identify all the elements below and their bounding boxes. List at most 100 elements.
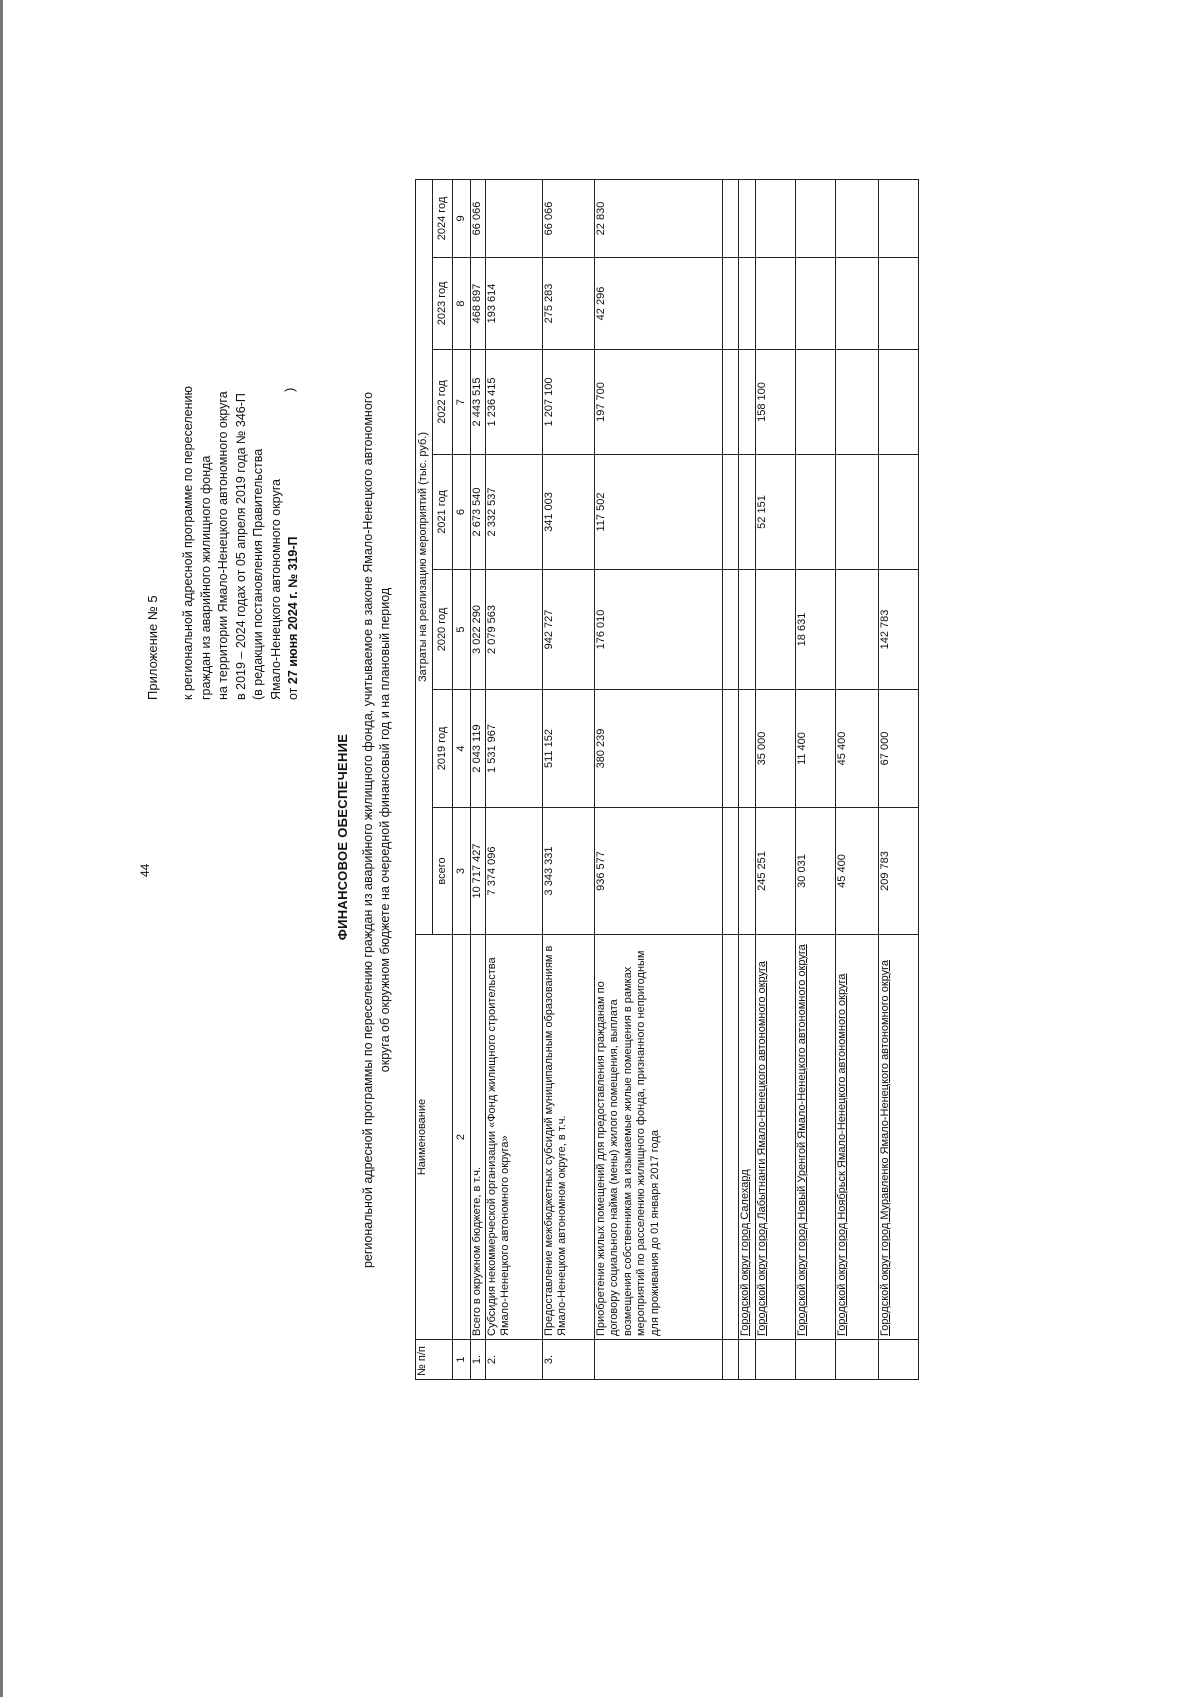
row-name: Городской округ город Муравленко Ямало-Н… [878, 934, 918, 1340]
column-number: 7 [452, 349, 471, 455]
appendix-line: на территории Ямало-Ненецкого автономног… [216, 391, 230, 700]
financing-table: № п/п Наименование Затраты на реализацию… [415, 179, 919, 1380]
row-value [722, 257, 738, 350]
row-value: 22 830 [594, 179, 722, 258]
row-value: 10 717 427 [470, 807, 485, 935]
table-row: Городской округ город Ноябрьск Ямало-Нен… [835, 179, 878, 1380]
page-number: 44 [138, 863, 152, 877]
table-row [722, 179, 738, 1380]
row-value: 117 502 [594, 454, 722, 570]
appendix-line: Ямало-Ненецкого автономного округа [268, 479, 283, 700]
row-value [722, 569, 738, 690]
appendix-date: 27 июня 2024 г. № 319-П [286, 536, 300, 685]
row-value [835, 454, 878, 570]
row-value [738, 807, 755, 935]
column-number: 8 [452, 257, 471, 350]
header-num: № п/п [415, 1339, 453, 1380]
row-value: 511 152 [542, 689, 594, 808]
row-value [738, 349, 755, 455]
row-value [755, 179, 795, 258]
table-row: 1. Всего в окружном бюджете, в т.ч. 10 717… [470, 179, 485, 1380]
row-name: Всего в окружном бюджете, в т.ч. [470, 934, 485, 1340]
row-value: 1 207 100 [542, 349, 594, 455]
row-value: 2 443 515 [470, 349, 485, 455]
row-value [722, 689, 738, 808]
row-value: 45 400 [835, 689, 878, 808]
header-costs: Затраты на реализацию мероприятий (тыс. … [415, 179, 433, 935]
row-number [835, 1339, 878, 1380]
row-value: 52 151 [755, 454, 795, 570]
row-number: 1. [470, 1339, 485, 1380]
row-value [835, 257, 878, 350]
row-value: 942 727 [542, 569, 594, 690]
subtitle-line: региональной адресной программы по перес… [361, 391, 375, 1269]
row-name: Приобретение жилых помещений для предост… [594, 934, 722, 1340]
table-row: Городской округ город Лабытнанги Ямало-Н… [755, 179, 795, 1380]
row-value [795, 257, 835, 350]
row-value: 18 631 [795, 569, 835, 690]
row-number [755, 1339, 795, 1380]
row-value: 275 283 [542, 257, 594, 350]
row-value: 35 000 [755, 689, 795, 808]
header-year: 2023 год [432, 257, 453, 350]
row-value: 2 673 540 [470, 454, 485, 570]
row-number [795, 1339, 835, 1380]
row-value: 193 614 [485, 257, 542, 350]
row-value: 11 400 [795, 689, 835, 808]
row-value [755, 569, 795, 690]
row-value: 30 031 [795, 807, 835, 935]
row-value: 209 783 [878, 807, 918, 935]
row-value [485, 179, 542, 258]
row-value: 197 700 [594, 349, 722, 455]
appendix-line: в 2019 – 2024 годах от 05 апреля 2019 го… [233, 393, 248, 700]
row-name: Городской округ город Ноябрьск Ямало-Нен… [835, 934, 878, 1340]
row-value: 176 010 [594, 569, 722, 690]
table-row: Городской округ город Новый Уренгой Ямал… [795, 179, 835, 1380]
row-value: 2 332 537 [485, 454, 542, 570]
appendix-line: к региональной адресной программе по пер… [181, 386, 195, 700]
document-title: ФИНАНСОВОЕ ОБЕСПЕЧЕНИЕ [335, 733, 350, 941]
row-value [878, 349, 918, 455]
row-value: 45 400 [835, 807, 878, 935]
row-value [738, 257, 755, 350]
row-value [722, 179, 738, 258]
appendix-title: Приложение № 5 [145, 595, 160, 700]
scan-edge [0, 0, 3, 1697]
row-value: 468 897 [470, 257, 485, 350]
closing-paren: ) [282, 387, 297, 392]
header-year: 2022 год [432, 349, 453, 455]
table-row: 2. Субсидия некоммерческой организации «Ф… [485, 179, 542, 1380]
row-name: Городской округ город Салехард [738, 934, 755, 1340]
row-value [795, 454, 835, 570]
row-value: 936 577 [594, 807, 722, 935]
row-value [722, 454, 738, 570]
column-number: 1 [452, 1339, 471, 1380]
row-value [755, 257, 795, 350]
header-year: 2024 год [432, 179, 453, 258]
column-number: 3 [452, 807, 471, 935]
row-value: 245 251 [755, 807, 795, 935]
column-number: 6 [452, 454, 471, 570]
header-year: всего [432, 807, 453, 935]
row-value: 66 066 [542, 179, 594, 258]
row-value: 1 236 415 [485, 349, 542, 455]
appendix-block: к региональной адресной программе по пер… [180, 386, 303, 700]
row-number [878, 1339, 918, 1380]
row-value: 2 079 563 [485, 569, 542, 690]
row-value [722, 807, 738, 935]
row-value: 42 296 [594, 257, 722, 350]
appendix-date-line: от 27 июня 2024 г. № 319-П [285, 386, 303, 700]
row-value [878, 257, 918, 350]
row-value: 7 374 096 [485, 807, 542, 935]
row-value: 3 022 290 [470, 569, 485, 690]
row-value [738, 689, 755, 808]
row-name: Городской округ город Лабытнанги Ямало-Н… [755, 934, 795, 1340]
row-value [878, 454, 918, 570]
row-value: 158 100 [755, 349, 795, 455]
row-name [722, 934, 738, 1340]
row-value [738, 454, 755, 570]
row-value: 2 043 119 [470, 689, 485, 808]
row-name: Субсидия некоммерческой организации «Фон… [485, 934, 542, 1340]
row-value: 3 343 331 [542, 807, 594, 935]
